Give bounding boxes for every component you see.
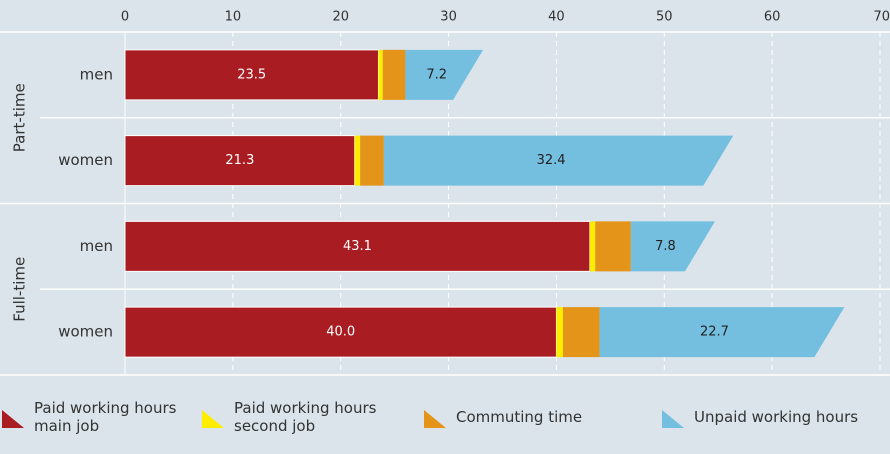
bar-segment — [354, 135, 361, 186]
bar-segment — [383, 135, 734, 186]
bar-segment — [382, 49, 406, 100]
legend-label: Unpaid working hours — [694, 408, 859, 426]
legend-swatch — [662, 410, 684, 428]
x-tick-label: 30 — [440, 10, 457, 25]
x-tick-label: 40 — [548, 10, 565, 25]
bar-segment — [124, 220, 591, 272]
legend-item: Commuting time — [422, 384, 582, 450]
legend-item: Paid working hours main job — [0, 384, 184, 450]
bar-segment — [630, 221, 715, 272]
legend-icon — [202, 410, 224, 428]
x-tick-label: 10 — [225, 10, 242, 25]
data-label: 40.0 — [326, 325, 355, 340]
category-label: men — [80, 237, 113, 255]
x-tick-label: 60 — [764, 10, 781, 25]
data-label: 32.4 — [537, 153, 566, 168]
legend: Paid working hours main job Paid working … — [0, 384, 890, 454]
bar-segment — [124, 135, 356, 187]
x-tick-label: 70 — [873, 10, 890, 25]
data-label: 21.3 — [225, 153, 254, 168]
legend-label: Paid working hours second job — [234, 399, 377, 435]
legend-icon — [662, 410, 684, 428]
legend-swatch — [202, 410, 224, 428]
legend-icon — [424, 410, 446, 428]
bar-segment — [378, 49, 383, 100]
bar-segment — [589, 221, 596, 272]
data-label: 43.1 — [343, 239, 372, 254]
category-label: women — [58, 151, 113, 169]
data-label: 7.2 — [426, 67, 447, 82]
legend-swatch — [424, 410, 446, 428]
data-label: 7.8 — [655, 239, 676, 254]
data-label: 22.7 — [700, 325, 729, 340]
bar-segment — [562, 307, 600, 358]
category-label: women — [58, 323, 113, 341]
legend-label: Paid working hours main job — [34, 399, 177, 435]
x-tick-label: 20 — [332, 10, 349, 25]
legend-icon — [2, 410, 24, 428]
legend-label: Commuting time — [456, 408, 583, 426]
bar-segment — [556, 307, 563, 358]
group-label: Full-time — [11, 257, 29, 322]
bar-segment — [360, 135, 384, 186]
legend-item: Unpaid working hours — [660, 384, 858, 450]
data-label: 23.5 — [237, 67, 266, 82]
bar-segment — [405, 49, 484, 100]
bar-segment — [595, 221, 631, 272]
legend-item: Paid working hours second job — [200, 384, 384, 450]
bar-segment — [599, 307, 845, 358]
x-tick-label: 50 — [656, 10, 673, 25]
x-tick-label: 0 — [121, 10, 129, 25]
chart: 0 10 20 30 40 50 60 70 men 23.5 7.2 women 21.3 32.4 Pa… — [0, 10, 890, 376]
legend-swatch — [2, 410, 24, 428]
category-label: men — [80, 65, 113, 83]
group-label: Part-time — [11, 83, 29, 152]
